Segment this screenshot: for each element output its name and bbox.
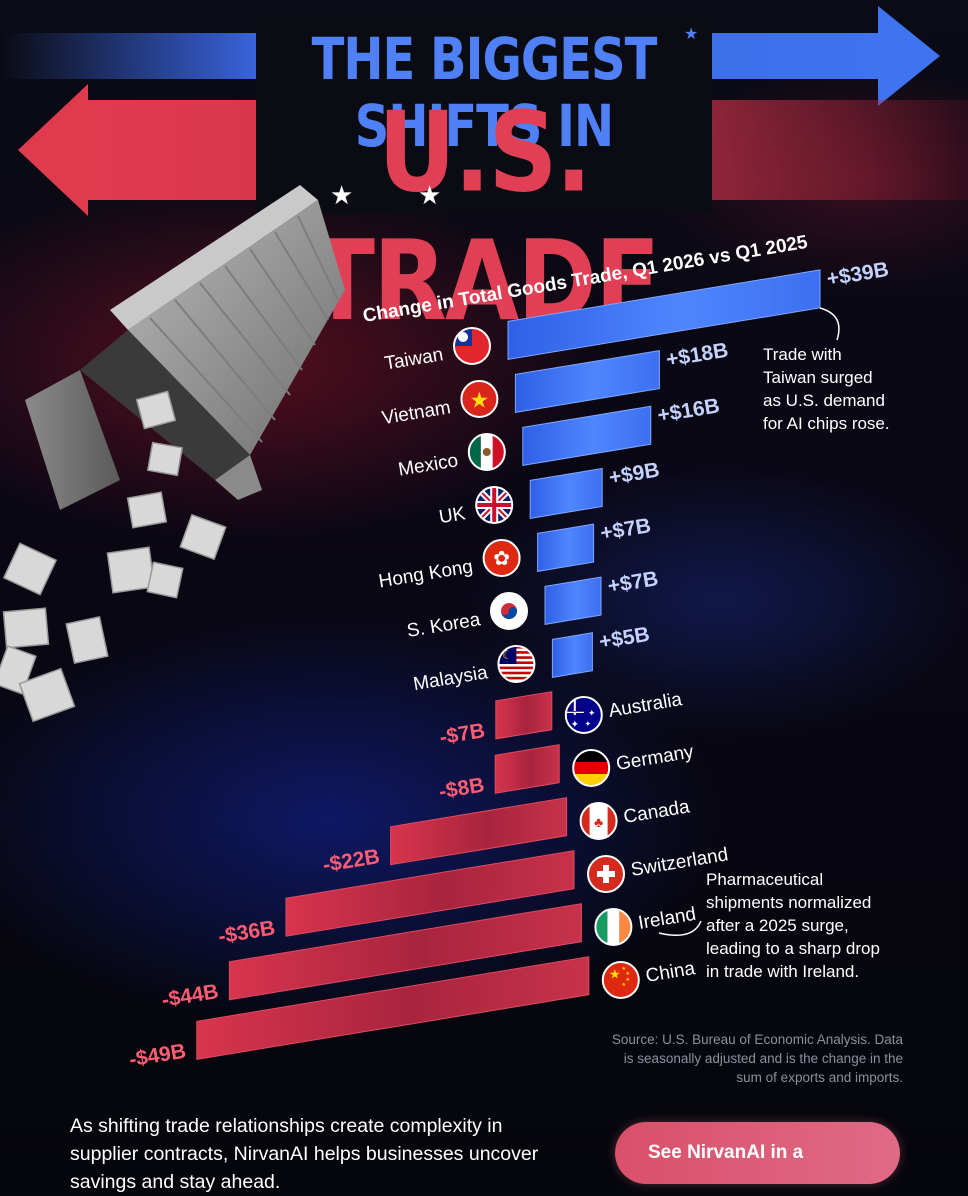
value-label: +$18B bbox=[664, 339, 729, 372]
chart-row: Germany -$8B bbox=[437, 741, 695, 803]
value-label: -$49B bbox=[127, 1040, 187, 1072]
bar bbox=[196, 956, 590, 1060]
annotation-line: in trade with Ireland. bbox=[706, 962, 860, 981]
mexico-flag-icon bbox=[467, 433, 506, 471]
south-korea-flag-icon bbox=[490, 592, 528, 630]
taiwan-flag-icon bbox=[453, 327, 491, 365]
canada-flag-icon: ♣ bbox=[579, 802, 618, 840]
star-icon: ★ bbox=[330, 180, 354, 210]
value-label: -$22B bbox=[321, 845, 381, 877]
chart-row: Mexico +$16B bbox=[397, 394, 721, 480]
value-label: +$7B bbox=[599, 514, 653, 545]
bar bbox=[514, 350, 660, 413]
category-label: Australia bbox=[607, 689, 684, 722]
svg-text:✦: ✦ bbox=[571, 720, 579, 731]
bar bbox=[228, 903, 582, 1001]
star-icon: ★ bbox=[418, 180, 442, 210]
annotation-line: Taiwan surged bbox=[763, 368, 873, 387]
category-label: Malaysia bbox=[412, 662, 490, 695]
value-label: +$9B bbox=[607, 458, 661, 489]
taiwan-annotation: Trade with Taiwan surged as U.S. demand … bbox=[763, 343, 890, 435]
category-label: UK bbox=[438, 503, 468, 528]
source-line: Source: U.S. Bureau of Economic Analysis… bbox=[611, 1032, 903, 1047]
svg-text:✦: ✦ bbox=[584, 720, 591, 729]
source-line: is seasonally adjusted and is the change… bbox=[623, 1051, 903, 1066]
title-panel bbox=[256, 18, 712, 214]
svg-text:♣: ♣ bbox=[594, 814, 603, 830]
germany-flag-icon bbox=[572, 749, 611, 787]
bar bbox=[529, 467, 603, 519]
value-label: -$8B bbox=[437, 773, 486, 803]
value-label: -$7B bbox=[438, 719, 487, 749]
bar bbox=[495, 691, 553, 740]
bar bbox=[544, 576, 602, 625]
annotation-line: for AI chips rose. bbox=[763, 414, 890, 433]
annotation-line: Trade with bbox=[763, 345, 842, 364]
bar bbox=[507, 269, 821, 360]
svg-text:★: ★ bbox=[626, 977, 631, 983]
category-label: Mexico bbox=[397, 450, 460, 481]
svg-text:★: ★ bbox=[622, 966, 627, 972]
title-line-1: THE BIGGEST SHIFTS IN bbox=[311, 26, 658, 161]
australia-flag-icon: ✦ ✦ ✦ bbox=[564, 696, 603, 734]
footer-text: As shifting trade relationships create c… bbox=[70, 1115, 539, 1193]
bar bbox=[551, 632, 593, 678]
svg-text:✿: ✿ bbox=[493, 548, 510, 570]
chart-row: ✦ ✦ ✦ Australia -$7B bbox=[438, 689, 684, 749]
ireland-annotation-connector bbox=[658, 920, 702, 936]
vietnam-flag-icon: ★ bbox=[460, 380, 499, 418]
value-label: +$5B bbox=[597, 623, 651, 654]
annotation-line: as U.S. demand bbox=[763, 391, 885, 410]
category-label: Hong Kong bbox=[377, 556, 474, 592]
china-flag-icon: ★ ★★★★ bbox=[601, 961, 640, 999]
category-label: Taiwan bbox=[383, 344, 445, 374]
annotation-line: shipments normalized bbox=[706, 893, 872, 912]
value-label: -$36B bbox=[217, 916, 277, 948]
category-label: S. Korea bbox=[405, 609, 482, 642]
annotation-line: leading to a sharp drop bbox=[706, 939, 880, 958]
star-icon: ★ bbox=[684, 26, 699, 43]
chart-row: UK +$9B bbox=[438, 458, 662, 528]
svg-text:★: ★ bbox=[609, 967, 621, 982]
taiwan-annotation-connector bbox=[819, 307, 840, 341]
category-label: Vietnam bbox=[380, 397, 452, 429]
value-label: -$44B bbox=[160, 980, 220, 1012]
bar bbox=[285, 850, 575, 937]
category-label: China bbox=[644, 958, 697, 987]
bar bbox=[537, 523, 595, 572]
uk-flag-icon bbox=[475, 486, 514, 524]
bar bbox=[390, 797, 568, 866]
svg-text:☾: ☾ bbox=[502, 648, 513, 662]
value-label: +$16B bbox=[656, 394, 721, 427]
bar bbox=[494, 744, 560, 794]
see-nirvanai-button[interactable]: See NirvanAI in a bbox=[615, 1122, 900, 1184]
svg-text:✦: ✦ bbox=[588, 708, 596, 718]
category-label: Canada bbox=[622, 796, 692, 828]
ireland-flag-icon bbox=[594, 908, 633, 946]
value-label: +$39B bbox=[825, 258, 890, 291]
source-line: sum of exports and imports. bbox=[736, 1070, 903, 1085]
bar bbox=[522, 405, 652, 466]
blue-arrow-head bbox=[878, 6, 940, 106]
shipping-container-illustration bbox=[0, 185, 345, 723]
annotation-line: after a 2025 surge, bbox=[706, 916, 849, 935]
hong-kong-flag-icon: ✿ bbox=[482, 539, 521, 577]
value-label: +$7B bbox=[606, 567, 660, 598]
annotation-line: Pharmaceutical bbox=[706, 870, 824, 889]
category-label: Germany bbox=[615, 741, 696, 775]
svg-text:★: ★ bbox=[622, 982, 627, 988]
chart-row: Taiwan +$39B bbox=[383, 258, 890, 375]
source-note: Source: U.S. Bureau of Economic Analysis… bbox=[560, 1030, 903, 1087]
switzerland-flag-icon bbox=[587, 855, 625, 893]
title-line-2: U.S. TRADE bbox=[309, 88, 661, 346]
red-arrow-head bbox=[18, 84, 88, 216]
ireland-annotation: Pharmaceutical shipments normalized afte… bbox=[706, 868, 880, 983]
svg-text:★: ★ bbox=[470, 388, 490, 413]
svg-text:★: ★ bbox=[626, 971, 631, 977]
malaysia-flag-icon: ☾ bbox=[497, 645, 536, 683]
